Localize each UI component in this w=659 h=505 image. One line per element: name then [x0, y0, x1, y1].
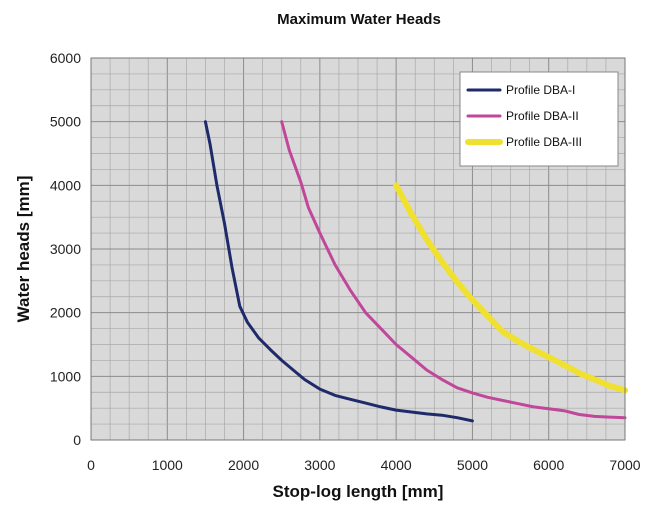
- y-tick-label: 4000: [50, 177, 81, 193]
- plot-frame: [90, 57, 626, 441]
- series-layer: [203, 120, 628, 423]
- x-tick-label: 6000: [533, 457, 564, 473]
- legend-label: Profile DBA-III: [506, 135, 582, 149]
- tick-labels: 0 1000 2000 3000 4000 5000 6000 7000 0 1000 2000 30…: [50, 50, 641, 473]
- y-tick-label: 5000: [50, 114, 81, 130]
- legend-label: Profile DBA-I: [506, 83, 575, 97]
- legend-label: Profile DBA-II: [506, 109, 579, 123]
- series-line-1: [203, 120, 474, 423]
- series-line-2: [280, 120, 627, 420]
- x-tick-label: 5000: [457, 457, 488, 473]
- legend-box: [459, 71, 619, 167]
- x-axis-title: Stop-log length [mm]: [273, 482, 444, 501]
- y-tick-label: 2000: [50, 305, 81, 321]
- x-tick-label: 3000: [304, 457, 335, 473]
- series-line-3: [393, 182, 628, 394]
- y-axis-title: Water heads [mm]: [14, 176, 33, 323]
- y-tick-label: 1000: [50, 368, 81, 384]
- grid: [90, 57, 626, 441]
- chart-title: Maximum Water Heads: [277, 11, 441, 28]
- legend: Profile DBA-I Profile DBA-II Profile DBA-I…: [459, 71, 619, 167]
- x-tick-label: 4000: [381, 457, 412, 473]
- x-tick-label: 0: [87, 457, 95, 473]
- y-tick-label: 6000: [50, 50, 81, 66]
- y-tick-label: 0: [73, 432, 81, 448]
- x-tick-label: 1000: [152, 457, 183, 473]
- y-tick-label: 3000: [50, 241, 81, 257]
- x-tick-label: 2000: [228, 457, 259, 473]
- x-tick-label: 7000: [609, 457, 640, 473]
